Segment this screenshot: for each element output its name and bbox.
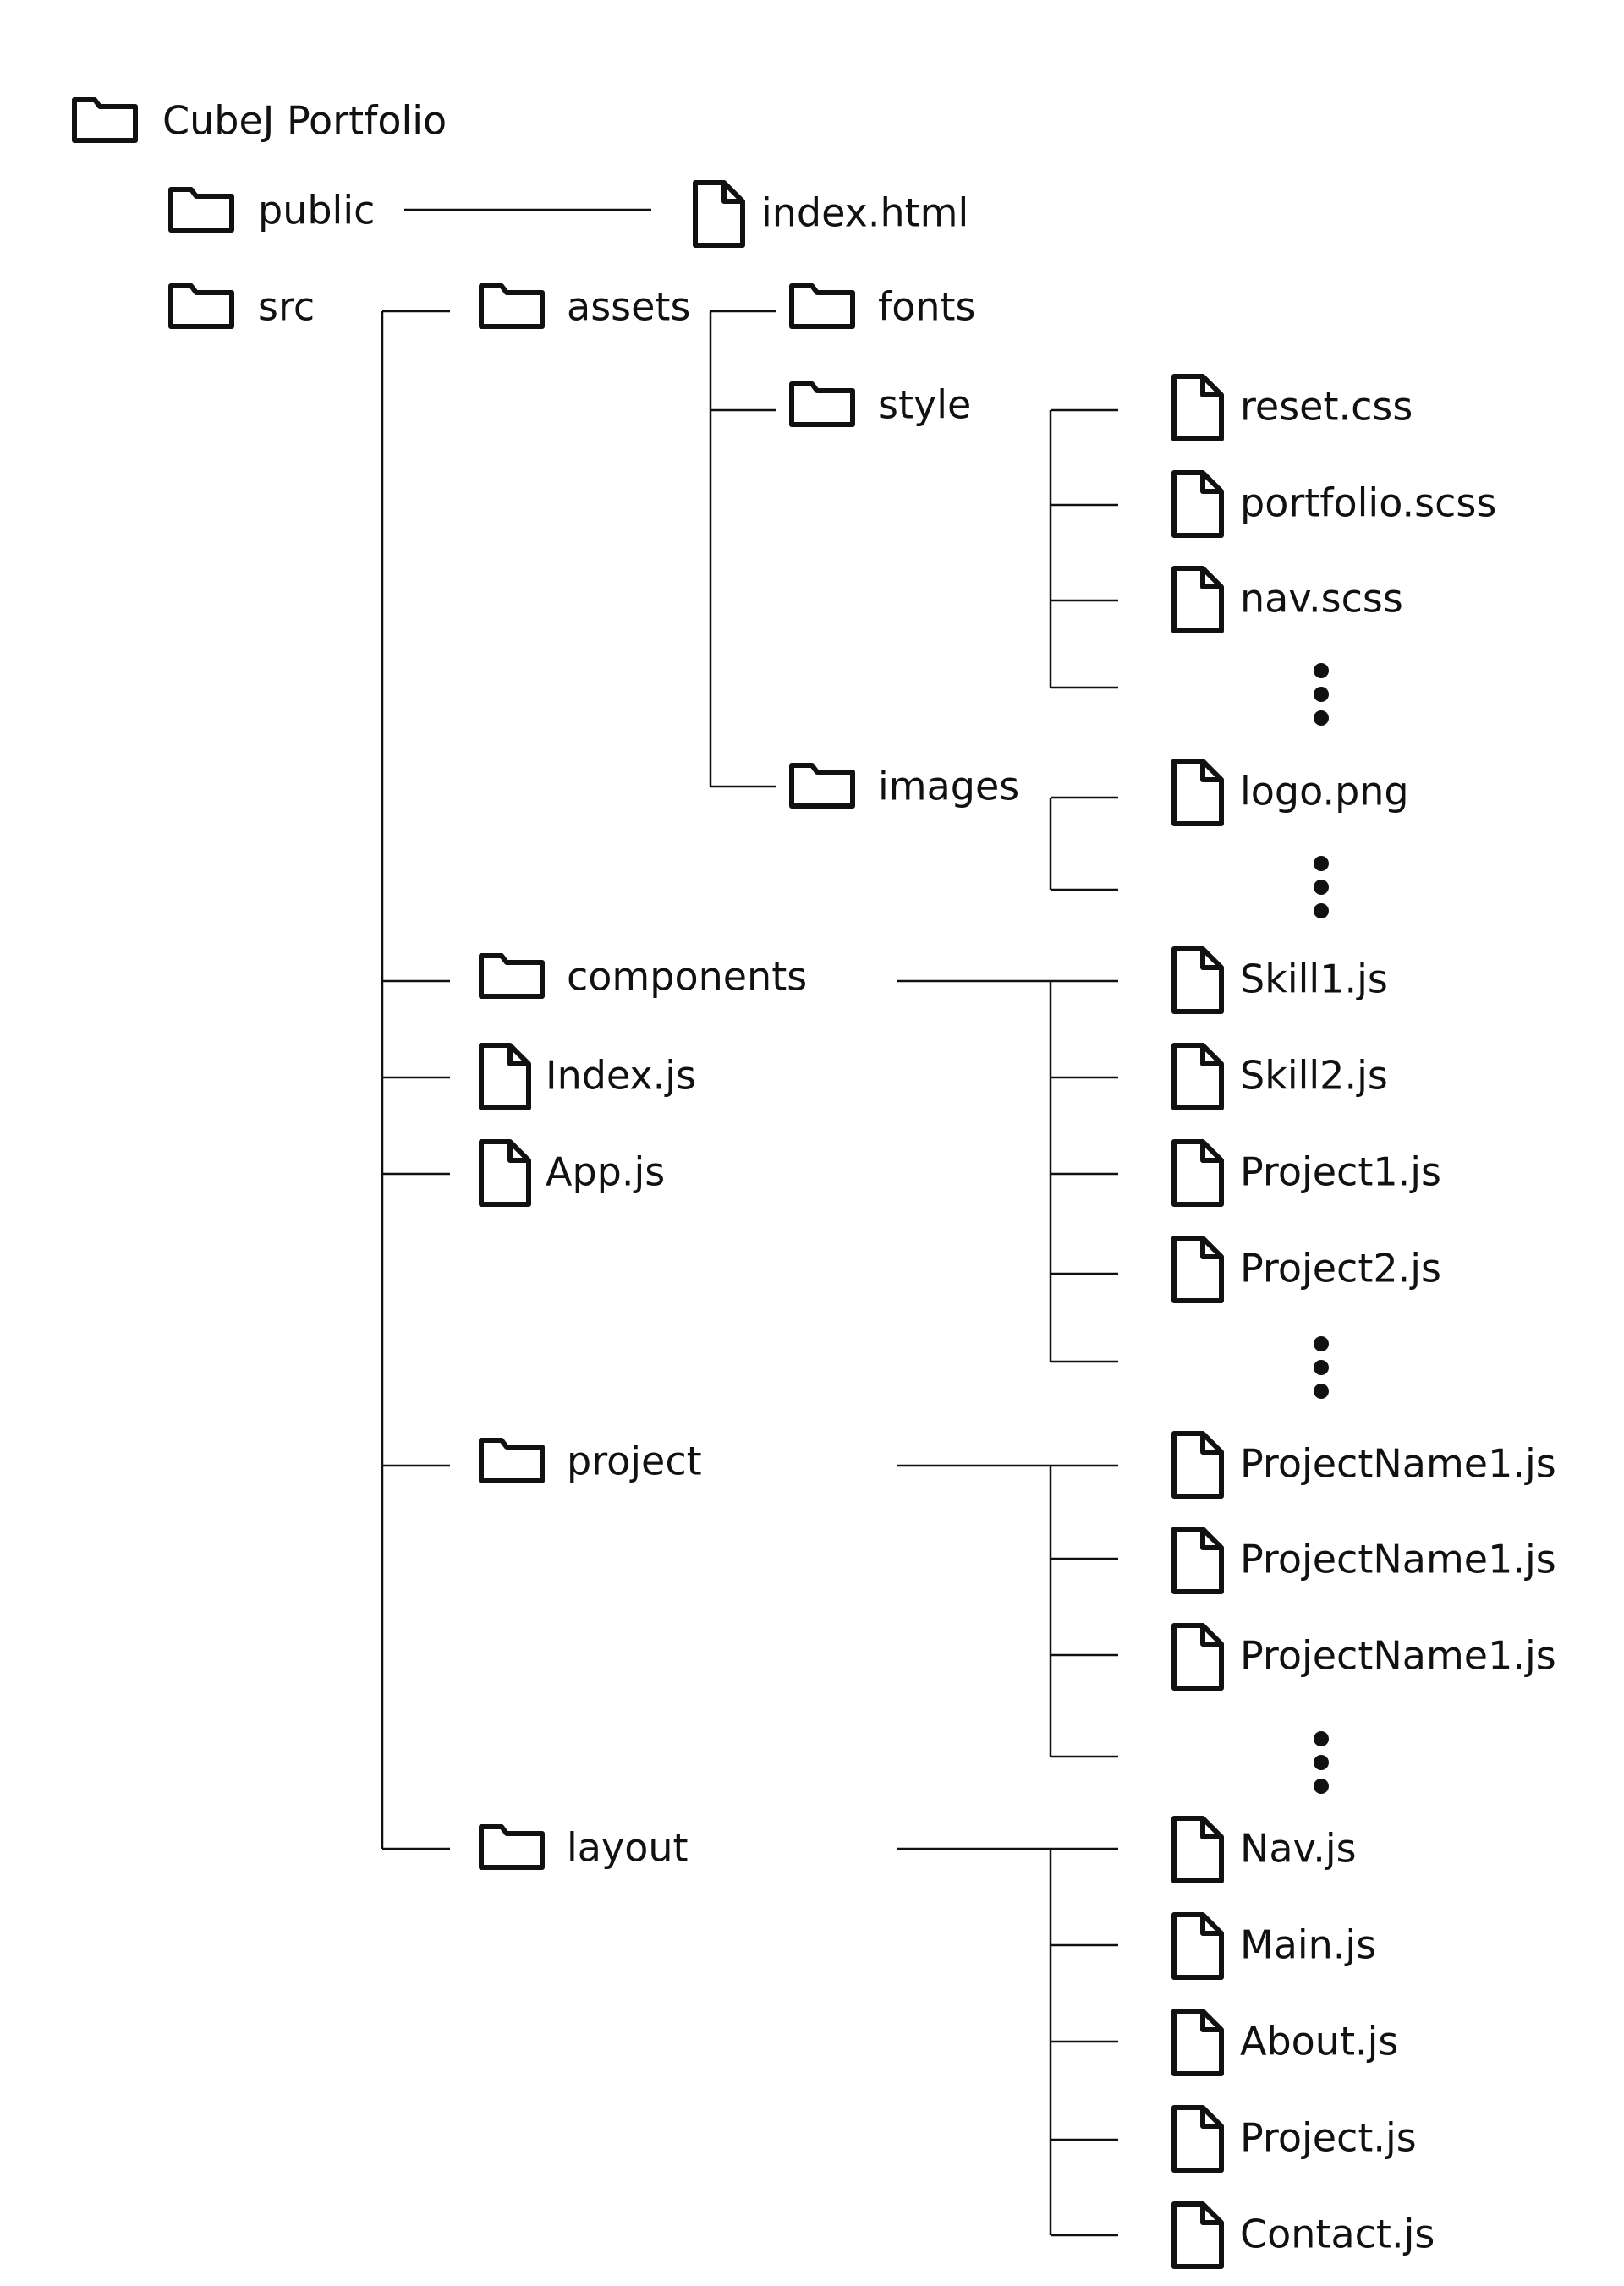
file-contact-js-label: Contact.js	[1240, 2212, 1435, 2257]
folder-src-label: src	[258, 284, 315, 330]
file-skill1-js-label: Skill1.js	[1240, 957, 1388, 1002]
root-folder-label: CubeJ Portfolio	[162, 98, 447, 144]
more-items-icon	[1314, 1336, 1329, 1399]
file-projectname1-js-c-label: ProjectName1.js	[1240, 1633, 1556, 1679]
file-icon	[481, 1142, 529, 1204]
file-icon	[1174, 1045, 1221, 1108]
folder-icon	[481, 956, 542, 996]
folder-icon	[171, 189, 232, 230]
file-projectname1-js-b-label: ProjectName1.js	[1240, 1537, 1556, 1582]
file-skill1-js[interactable]: Skill1.js	[1174, 949, 1388, 1011]
file-icon	[1174, 1625, 1221, 1688]
folder-assets-label: assets	[567, 284, 690, 330]
file-reset-css[interactable]: reset.css	[1174, 376, 1413, 439]
file-nav-scss[interactable]: nav.scss	[1174, 568, 1403, 631]
file-contact-js[interactable]: Contact.js	[1174, 2204, 1435, 2267]
file-index-html-label: index.html	[761, 190, 968, 236]
folder-icon	[481, 286, 542, 326]
folder-components[interactable]: components	[481, 954, 807, 1000]
file-icon	[1174, 949, 1221, 1011]
folder-components-label: components	[567, 954, 807, 1000]
more-items-icon	[1314, 1731, 1329, 1794]
folder-project-label: project	[567, 1439, 702, 1484]
tree-connectors	[381, 208, 1118, 2237]
file-logo-png[interactable]: logo.png	[1174, 761, 1409, 824]
file-app-js[interactable]: App.js	[481, 1142, 665, 1204]
file-skill2-js-label: Skill2.js	[1240, 1053, 1388, 1099]
file-about-js-label: About.js	[1240, 2019, 1398, 2064]
root-folder[interactable]: CubeJ Portfolio	[74, 98, 447, 144]
file-about-js[interactable]: About.js	[1174, 2011, 1398, 2074]
file-projectname1-js-c[interactable]: ProjectName1.js	[1174, 1625, 1556, 1688]
folder-icon	[171, 286, 232, 326]
file-portfolio-scss[interactable]: portfolio.scss	[1174, 473, 1496, 535]
folder-style[interactable]: style	[792, 382, 971, 428]
file-project2-js-label: Project2.js	[1240, 1246, 1441, 1291]
file-icon	[481, 1045, 529, 1108]
folder-icon	[792, 765, 853, 806]
file-project2-js[interactable]: Project2.js	[1174, 1238, 1441, 1301]
folder-layout-label: layout	[567, 1825, 689, 1871]
folder-src[interactable]: src	[171, 284, 315, 330]
file-icon	[1174, 1434, 1221, 1496]
file-index-html[interactable]: index.html	[695, 183, 968, 245]
folder-fonts[interactable]: fonts	[792, 284, 976, 330]
file-portfolio-scss-label: portfolio.scss	[1240, 480, 1496, 526]
file-project1-js-label: Project1.js	[1240, 1149, 1441, 1195]
file-icon	[1174, 2011, 1221, 2074]
more-items-icon	[1314, 856, 1329, 918]
folder-icon	[481, 1440, 542, 1481]
file-icon	[1174, 376, 1221, 439]
file-project1-js[interactable]: Project1.js	[1174, 1142, 1441, 1204]
folder-public-label: public	[258, 188, 375, 233]
file-index-js-label: Index.js	[546, 1053, 696, 1099]
file-icon	[695, 183, 743, 245]
file-nav-js-label: Nav.js	[1240, 1826, 1357, 1872]
file-project-js-label: Project.js	[1240, 2115, 1417, 2161]
folder-project[interactable]: project	[481, 1439, 702, 1484]
file-skill2-js[interactable]: Skill2.js	[1174, 1045, 1388, 1108]
file-project-js[interactable]: Project.js	[1174, 2108, 1417, 2170]
folder-icon	[74, 100, 135, 140]
file-icon	[1174, 473, 1221, 535]
file-icon	[1174, 568, 1221, 631]
folder-icon	[792, 286, 853, 326]
file-icon	[1174, 1529, 1221, 1592]
folder-layout[interactable]: layout	[481, 1825, 689, 1871]
file-projectname1-js-b[interactable]: ProjectName1.js	[1174, 1529, 1556, 1592]
more-items-icon	[1314, 663, 1329, 726]
folder-public[interactable]: public	[171, 188, 375, 233]
file-nav-js[interactable]: Nav.js	[1174, 1818, 1357, 1881]
file-main-js[interactable]: Main.js	[1174, 1915, 1376, 1977]
folder-icon	[481, 1827, 542, 1867]
file-icon	[1174, 2204, 1221, 2267]
file-nav-scss-label: nav.scss	[1240, 576, 1403, 622]
file-logo-png-label: logo.png	[1240, 769, 1409, 814]
folder-icon	[792, 384, 853, 425]
file-projectname1-js-a-label: ProjectName1.js	[1240, 1441, 1556, 1487]
folder-images[interactable]: images	[792, 764, 1019, 809]
file-icon	[1174, 2108, 1221, 2170]
file-main-js-label: Main.js	[1240, 1922, 1376, 1968]
file-app-js-label: App.js	[546, 1149, 665, 1195]
folder-fonts-label: fonts	[878, 284, 976, 330]
file-index-js[interactable]: Index.js	[481, 1045, 696, 1108]
file-projectname1-js-a[interactable]: ProjectName1.js	[1174, 1434, 1556, 1496]
folder-assets[interactable]: assets	[481, 284, 690, 330]
folder-style-label: style	[878, 382, 971, 428]
file-icon	[1174, 1818, 1221, 1881]
folder-images-label: images	[878, 764, 1019, 809]
file-icon	[1174, 761, 1221, 824]
file-reset-css-label: reset.css	[1240, 384, 1413, 430]
file-icon	[1174, 1238, 1221, 1301]
file-icon	[1174, 1142, 1221, 1204]
file-icon	[1174, 1915, 1221, 1977]
